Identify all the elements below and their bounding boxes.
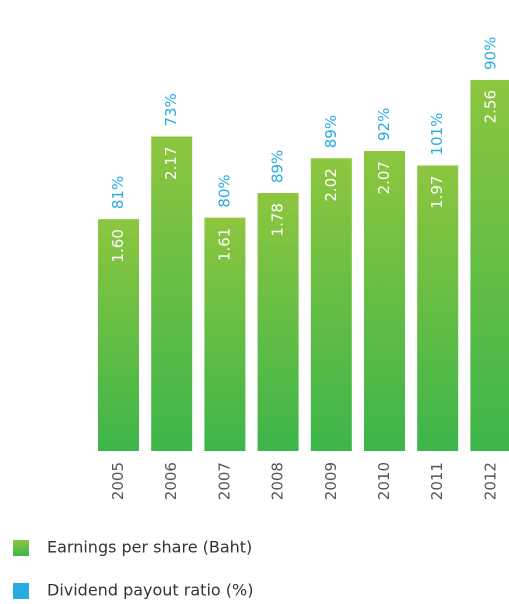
payout-label: 101% bbox=[428, 113, 446, 156]
payout-label: 80% bbox=[215, 174, 233, 207]
bar bbox=[204, 217, 246, 451]
bar bbox=[98, 219, 139, 451]
x-tick-label: 2006 bbox=[162, 462, 180, 500]
x-tick-label: 2005 bbox=[109, 462, 127, 500]
payout-label: 81% bbox=[109, 176, 127, 209]
bar bbox=[257, 193, 299, 451]
bar-value-label: 1.78 bbox=[269, 203, 287, 236]
legend-label: Dividend payout ratio (%) bbox=[47, 581, 253, 600]
x-tick-label: 2012 bbox=[481, 462, 499, 500]
bar-value-label: 1.61 bbox=[215, 228, 233, 261]
x-tick-label: 2010 bbox=[375, 462, 393, 500]
bar-value-label: 1.60 bbox=[109, 229, 127, 262]
bar bbox=[417, 165, 459, 451]
bar-value-label: 2.56 bbox=[481, 90, 499, 123]
payout-label: 73% bbox=[162, 93, 180, 126]
x-tick-label: 2008 bbox=[269, 462, 287, 500]
payout-label: 90% bbox=[481, 37, 499, 70]
legend-swatch bbox=[13, 540, 29, 556]
bar-value-label: 2.07 bbox=[375, 161, 393, 194]
legend-swatch bbox=[13, 583, 29, 599]
bar-value-label: 2.02 bbox=[322, 168, 340, 201]
bar bbox=[470, 80, 509, 451]
bar bbox=[310, 158, 352, 451]
bar bbox=[151, 136, 193, 451]
payout-label: 92% bbox=[375, 108, 393, 141]
x-tick-label: 2007 bbox=[215, 462, 233, 500]
bar-value-label: 1.97 bbox=[428, 176, 446, 209]
bar-value-label: 2.17 bbox=[162, 147, 180, 180]
payout-label: 89% bbox=[322, 115, 340, 148]
payout-label: 89% bbox=[269, 150, 287, 183]
legend-label: Earnings per share (Baht) bbox=[47, 538, 252, 557]
bar bbox=[364, 151, 405, 451]
x-tick-label: 2011 bbox=[428, 462, 446, 500]
x-tick-label: 2009 bbox=[322, 462, 340, 500]
